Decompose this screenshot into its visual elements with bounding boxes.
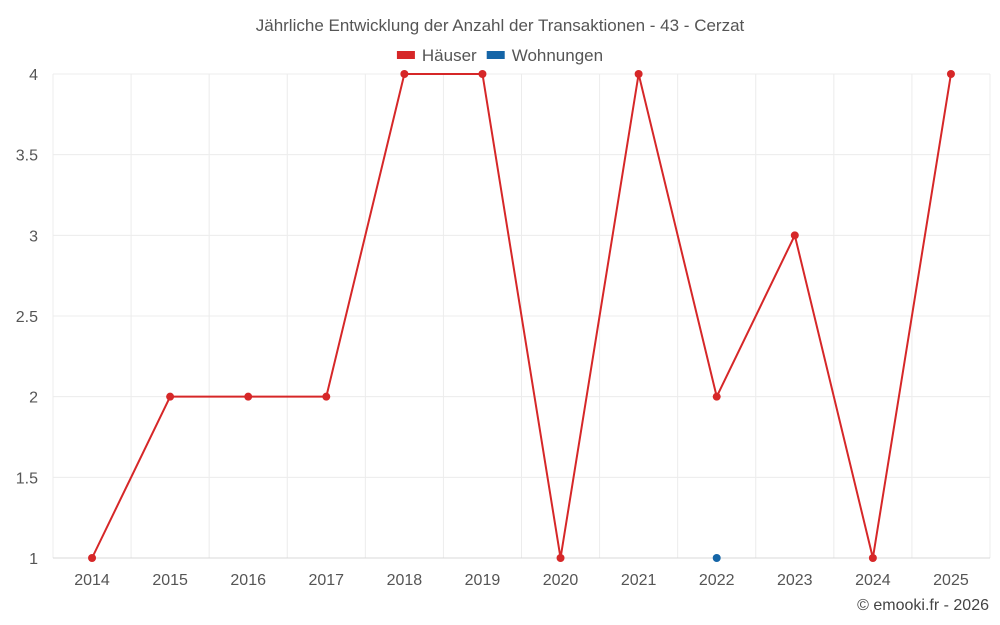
series-line <box>91 73 952 559</box>
series-0 <box>88 70 955 562</box>
series-layer <box>88 70 955 562</box>
x-tick-label: 2025 <box>933 572 969 589</box>
y-tick-label: 1.5 <box>16 470 38 487</box>
y-tick-label: 2.5 <box>16 309 38 326</box>
legend-label: Häuser <box>422 46 477 65</box>
legend-swatch <box>396 51 415 59</box>
x-tick-label: 2016 <box>230 572 266 589</box>
y-tick-label: 4 <box>29 67 38 84</box>
data-point[interactable] <box>478 70 487 78</box>
y-tick-label: 3.5 <box>16 148 38 165</box>
y-tick-label: 2 <box>29 390 38 407</box>
data-point[interactable] <box>88 554 97 562</box>
y-tick-label: 1 <box>29 551 38 568</box>
legend-item[interactable]: Häuser <box>396 46 477 65</box>
data-point[interactable] <box>712 554 721 562</box>
x-tick-label: 2018 <box>387 572 423 589</box>
legend-label: Wohnungen <box>512 46 603 65</box>
data-point[interactable] <box>868 554 877 562</box>
data-point[interactable] <box>712 392 721 401</box>
x-tick-label: 2024 <box>855 572 891 589</box>
axes: 1 1.5 2 2.5 3 3.5 4 2014 2015 2016 2017 2018 2019 202… <box>16 67 969 589</box>
legend-item[interactable]: Wohnungen <box>486 46 603 65</box>
x-tick-label: 2021 <box>621 572 657 589</box>
x-tick-label: 2017 <box>308 572 344 589</box>
data-point[interactable] <box>634 70 643 78</box>
series-1 <box>712 554 721 562</box>
chart-title: Jährliche Entwicklung der Anzahl der Tra… <box>256 16 745 35</box>
data-point[interactable] <box>400 70 409 78</box>
legend[interactable]: Häuser Wohnungen <box>396 46 603 65</box>
x-tick-label: 2019 <box>465 572 501 589</box>
data-point[interactable] <box>322 392 331 401</box>
y-tick-label: 3 <box>29 228 38 245</box>
x-tick-label: 2023 <box>777 572 813 589</box>
data-point[interactable] <box>166 392 175 401</box>
data-point[interactable] <box>946 70 955 78</box>
x-tick-label: 2022 <box>699 572 735 589</box>
data-point[interactable] <box>244 392 253 401</box>
legend-swatch <box>486 51 505 59</box>
credit-text: © emooki.fr - 2026 <box>857 597 989 614</box>
x-tick-label: 2014 <box>74 572 110 589</box>
x-tick-label: 2015 <box>152 572 188 589</box>
data-point[interactable] <box>790 231 799 240</box>
x-tick-label: 2020 <box>543 572 579 589</box>
data-point[interactable] <box>556 554 565 562</box>
